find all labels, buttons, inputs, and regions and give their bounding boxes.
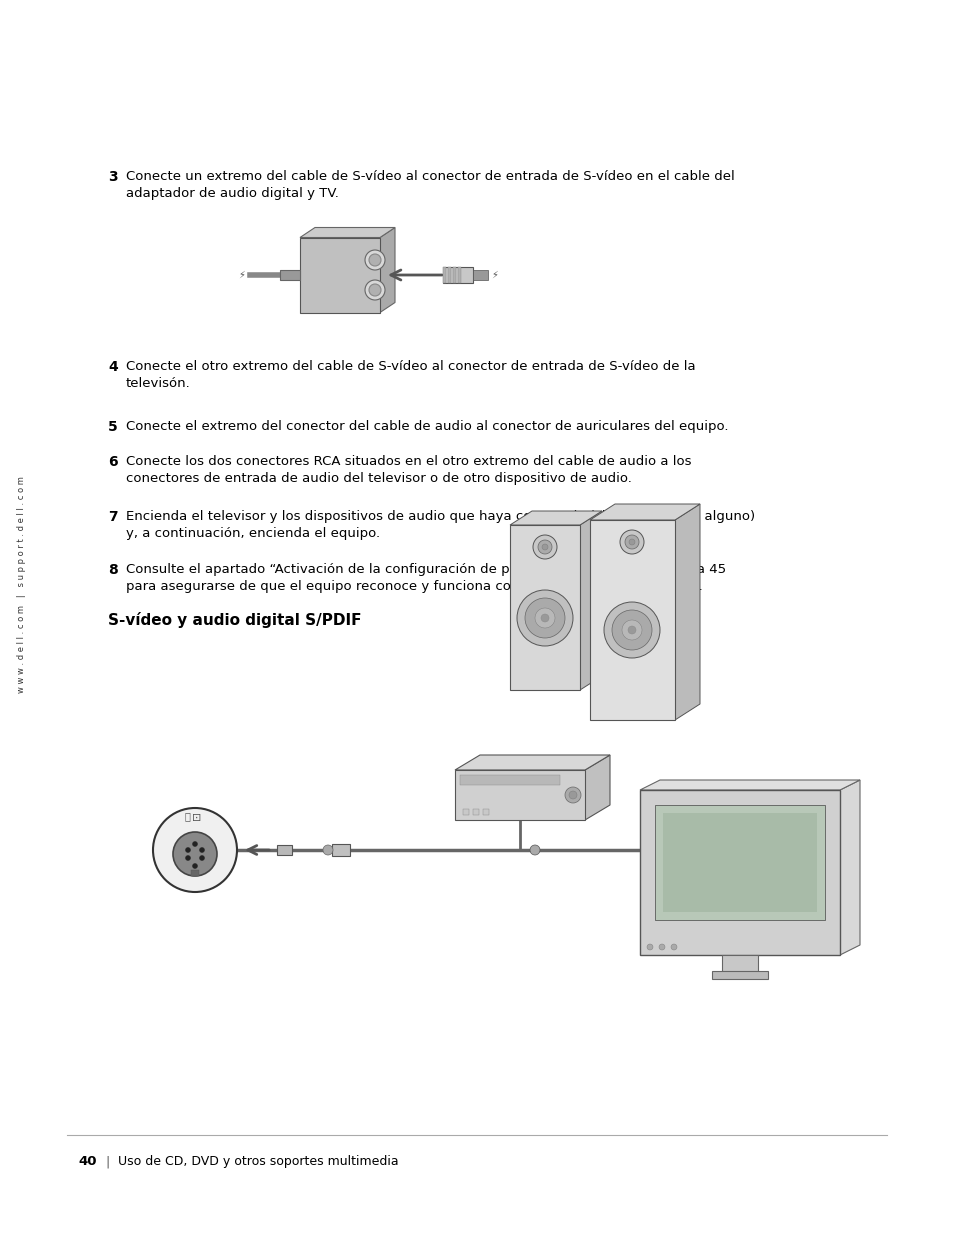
Text: ⚡: ⚡ xyxy=(491,270,497,280)
Circle shape xyxy=(540,614,548,622)
Text: 8: 8 xyxy=(108,563,117,577)
Text: ⊡: ⊡ xyxy=(193,813,201,823)
Circle shape xyxy=(541,543,547,550)
Circle shape xyxy=(619,530,643,555)
Bar xyxy=(721,955,758,973)
Polygon shape xyxy=(299,227,395,237)
Text: ⚡: ⚡ xyxy=(238,270,245,280)
Circle shape xyxy=(365,249,385,270)
Circle shape xyxy=(535,608,555,629)
Circle shape xyxy=(568,790,577,799)
Bar xyxy=(655,805,824,920)
Text: 5: 5 xyxy=(108,420,117,433)
Text: S-vídeo y audio digital S/PDIF: S-vídeo y audio digital S/PDIF xyxy=(108,613,361,629)
Circle shape xyxy=(564,787,580,803)
Circle shape xyxy=(199,847,204,852)
Circle shape xyxy=(524,598,564,638)
Bar xyxy=(448,267,451,283)
Circle shape xyxy=(517,590,573,646)
Circle shape xyxy=(172,832,216,876)
Text: Conecte el extremo del conector del cable de audio al conector de auriculares de: Conecte el extremo del conector del cabl… xyxy=(126,420,728,433)
Circle shape xyxy=(612,610,651,650)
Circle shape xyxy=(627,626,636,634)
Circle shape xyxy=(624,535,639,550)
Circle shape xyxy=(628,538,635,545)
Polygon shape xyxy=(639,781,859,790)
Polygon shape xyxy=(840,781,859,955)
Text: 3: 3 xyxy=(108,170,117,184)
Bar xyxy=(462,809,469,815)
Bar xyxy=(453,267,456,283)
Circle shape xyxy=(537,540,552,555)
Circle shape xyxy=(152,808,236,892)
Bar xyxy=(482,809,489,815)
Bar xyxy=(299,237,379,312)
Bar xyxy=(711,971,767,979)
Circle shape xyxy=(659,944,664,950)
Text: 4: 4 xyxy=(108,359,117,374)
Circle shape xyxy=(199,856,204,861)
Circle shape xyxy=(646,944,652,950)
Polygon shape xyxy=(379,227,395,312)
Text: |: | xyxy=(105,1155,110,1168)
Bar xyxy=(639,790,840,955)
Circle shape xyxy=(670,944,677,950)
Text: Conecte los dos conectores RCA situados en el otro extremo del cable de audio a : Conecte los dos conectores RCA situados … xyxy=(126,454,691,485)
Circle shape xyxy=(530,845,539,855)
Text: Conecte el otro extremo del cable de S-vídeo al conector de entrada de S-vídeo d: Conecte el otro extremo del cable de S-v… xyxy=(126,359,695,390)
Circle shape xyxy=(369,254,380,266)
Text: Conecte un extremo del cable de S-vídeo al conector de entrada de S-vídeo en el : Conecte un extremo del cable de S-vídeo … xyxy=(126,170,734,200)
Circle shape xyxy=(533,535,557,559)
Text: w w w . d e l l . c o m   |   s u p p o r t . d e l l . c o m: w w w . d e l l . c o m | s u p p o r t … xyxy=(17,477,27,693)
Bar xyxy=(473,809,478,815)
Text: Consulte el apartado “Activación de la configuración de pantalla para TV” en la : Consulte el apartado “Activación de la c… xyxy=(126,563,725,593)
Circle shape xyxy=(365,280,385,300)
Circle shape xyxy=(185,847,191,852)
Text: 7: 7 xyxy=(108,510,117,524)
Bar xyxy=(455,769,584,820)
Circle shape xyxy=(193,863,197,868)
Bar xyxy=(280,270,299,280)
Bar xyxy=(662,813,816,911)
Bar xyxy=(276,845,292,855)
Circle shape xyxy=(603,601,659,658)
Polygon shape xyxy=(589,504,700,520)
Circle shape xyxy=(193,841,197,846)
Circle shape xyxy=(369,284,380,296)
Circle shape xyxy=(185,856,191,861)
Bar xyxy=(442,267,473,283)
Bar xyxy=(457,267,460,283)
Bar xyxy=(332,844,350,856)
Bar xyxy=(442,267,446,283)
Polygon shape xyxy=(584,755,609,820)
Text: 40: 40 xyxy=(78,1155,96,1168)
Text: 🖵: 🖵 xyxy=(184,811,190,821)
Polygon shape xyxy=(455,755,609,769)
Circle shape xyxy=(621,620,641,640)
Text: Encienda el televisor y los dispositivos de audio que haya conectado (si ha cone: Encienda el televisor y los dispositivos… xyxy=(126,510,755,540)
Bar xyxy=(473,270,488,280)
Circle shape xyxy=(323,845,333,855)
Bar xyxy=(459,776,559,785)
Bar xyxy=(589,520,675,720)
Polygon shape xyxy=(675,504,700,720)
Bar xyxy=(510,525,579,690)
Polygon shape xyxy=(510,511,601,525)
Polygon shape xyxy=(579,511,601,690)
Text: Uso de CD, DVD y otros soportes multimedia: Uso de CD, DVD y otros soportes multimed… xyxy=(118,1155,398,1168)
Bar xyxy=(191,869,199,876)
Text: 6: 6 xyxy=(108,454,117,469)
